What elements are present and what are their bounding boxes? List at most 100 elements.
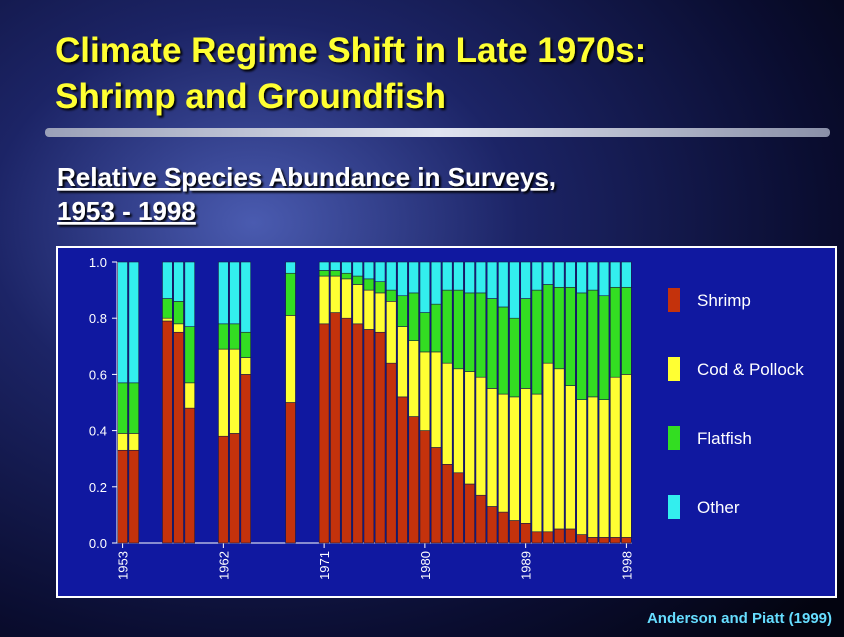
bar-segment — [576, 399, 587, 535]
bar-segment — [386, 301, 397, 364]
bar-segment — [184, 326, 195, 384]
bar-segment — [240, 374, 251, 544]
bar-segment — [218, 435, 229, 544]
bar-segment — [386, 362, 397, 544]
bar-segment — [352, 323, 363, 544]
bar-segment — [184, 407, 195, 544]
bar-segment — [430, 303, 442, 353]
bar-segment — [285, 315, 296, 403]
x-tick-label: 1962 — [216, 551, 231, 580]
bar-segment — [520, 298, 531, 389]
bar-segment — [598, 295, 610, 400]
bar-segment — [184, 382, 195, 409]
bar-segment — [374, 281, 386, 294]
bar-segment — [576, 292, 587, 400]
bar-segment — [565, 528, 576, 544]
bar-segment — [621, 261, 632, 288]
bar-segment — [128, 382, 140, 434]
bar-segment — [587, 289, 599, 398]
subtitle-line: Relative Species Abundance in Surveys, — [57, 162, 556, 192]
bar-segment — [419, 430, 431, 544]
bar-segment — [531, 393, 543, 533]
bar-segment — [408, 340, 419, 417]
bar-segment — [173, 261, 184, 302]
bar-segment — [554, 286, 565, 370]
legend-swatch — [668, 288, 680, 312]
bar-segment — [554, 368, 565, 530]
bar-segment — [419, 351, 431, 431]
bar-segment — [520, 523, 531, 544]
bar-segment — [464, 261, 475, 294]
y-tick-label: 0.2 — [89, 480, 107, 495]
bar-segment — [453, 368, 464, 474]
bar-segment — [609, 537, 621, 544]
bar-segment — [352, 284, 363, 325]
x-tick-label: 1998 — [619, 551, 634, 580]
bar-segment — [352, 275, 363, 285]
bar-segment — [397, 326, 408, 398]
bar-segment — [531, 261, 543, 291]
y-tick-label: 1.0 — [89, 255, 107, 270]
bar-segment — [442, 464, 453, 544]
bar-segment — [318, 323, 330, 544]
title-line: Shrimp and Groundfish — [55, 77, 446, 116]
y-tick-label: 0.4 — [89, 424, 107, 439]
bar-segment — [117, 382, 128, 434]
bar-segment — [621, 537, 632, 544]
bar-segment — [453, 261, 464, 291]
bar-segment — [609, 261, 621, 288]
bar-segment — [486, 506, 498, 544]
bar-segment — [475, 261, 487, 294]
bar-segment — [475, 376, 487, 496]
x-tick-label: 1953 — [116, 551, 131, 580]
bar-segment — [240, 261, 251, 333]
bar-segment — [542, 284, 554, 364]
bar-segment — [374, 261, 386, 282]
bar-segment — [509, 317, 520, 398]
title-line: Climate Regime Shift in Late 1970s: — [55, 31, 646, 70]
bar-segment — [162, 298, 173, 319]
bar-segment — [609, 286, 621, 378]
bar-segment — [128, 433, 140, 451]
source: Anderson and Piatt (1999) — [647, 610, 832, 627]
legend-label: Shrimp — [697, 291, 751, 310]
bar-segment — [352, 261, 363, 277]
bar-segment — [363, 261, 375, 280]
bar-segment — [442, 289, 453, 364]
bar-segment — [285, 402, 296, 544]
bar-segment — [419, 312, 431, 353]
bar-segment — [229, 323, 240, 350]
bar-segment — [464, 371, 475, 485]
bar-segment — [374, 331, 386, 544]
bar-segment — [565, 261, 576, 288]
bar-segment — [576, 534, 587, 544]
bar-segment — [229, 348, 240, 434]
bar-segment — [542, 362, 554, 533]
bar-segment — [419, 261, 431, 313]
bar-segment — [475, 494, 487, 544]
bar-segment — [554, 528, 565, 544]
legend-label: Flatfish — [697, 429, 752, 448]
bar-segment — [363, 289, 375, 330]
legend-swatch — [668, 357, 680, 381]
bar-segment — [386, 261, 397, 291]
bar-segment — [498, 511, 509, 544]
bar-segment — [341, 278, 352, 319]
bar-segment — [453, 472, 464, 544]
bar-segment — [330, 312, 341, 544]
bar-segment — [162, 317, 173, 322]
bar-segment — [341, 272, 352, 280]
legend-label: Other — [697, 498, 740, 517]
x-tick-label: 1989 — [519, 551, 534, 580]
bar-segment — [363, 278, 375, 291]
bar-segment — [430, 351, 442, 448]
bar-segment — [531, 531, 543, 544]
bar-segment — [442, 261, 453, 291]
bar-segment — [285, 272, 296, 316]
bar-segment — [374, 292, 386, 333]
bar-segment — [509, 261, 520, 319]
bar-segment — [486, 388, 498, 507]
bar-segment — [218, 348, 229, 437]
subtitle-line: 1953 - 1998 — [57, 196, 196, 226]
bar-segment — [408, 261, 419, 294]
